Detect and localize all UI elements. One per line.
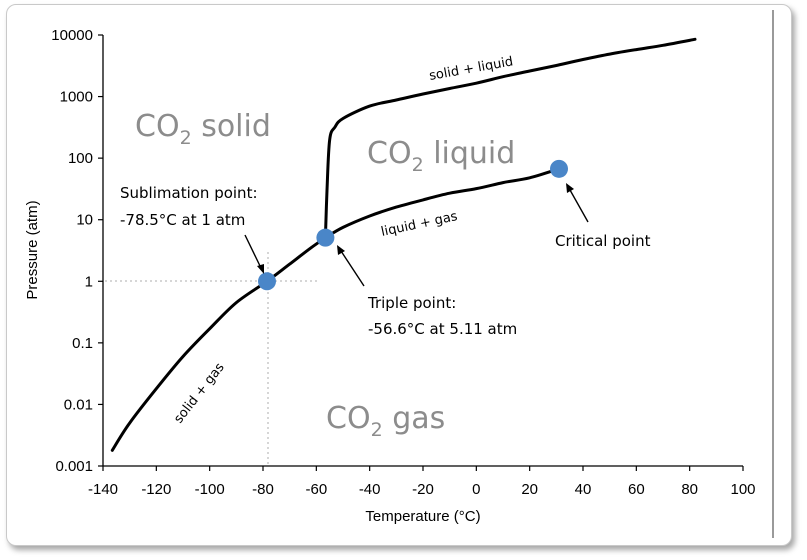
y-tick-labels: 0.001 0.01 0.1 1 10 100 1000 10000 xyxy=(51,27,103,475)
y-tick-label: 10000 xyxy=(51,27,93,44)
x-tick-label: 100 xyxy=(730,481,755,498)
x-tick-label: -140 xyxy=(88,481,118,498)
x-axis-title: Temperature (°C) xyxy=(365,508,480,525)
y-tick-label: 0.1 xyxy=(72,335,93,352)
sublimation-annotation-value: -78.5°C at 1 atm xyxy=(120,211,245,229)
x-tick-label: -40 xyxy=(359,481,381,498)
triple-annotation-title: Triple point: xyxy=(367,294,456,312)
y-axis-title: Pressure (atm) xyxy=(24,200,41,299)
x-tick-label: -20 xyxy=(412,481,434,498)
curve-label-liquid-gas: liquid + gas xyxy=(380,209,459,240)
x-tick-label: -120 xyxy=(141,481,171,498)
sublimation-annotation-title: Sublimation point: xyxy=(120,184,258,202)
curve-label-solid-gas: solid + gas xyxy=(171,360,228,426)
sublimation-point-marker xyxy=(258,272,276,291)
x-tick-label: 0 xyxy=(472,481,480,498)
y-tick-label: 10 xyxy=(76,212,93,229)
solid-gas-curve xyxy=(110,236,327,452)
x-tick-label: 20 xyxy=(521,481,538,498)
triple-annotation-value: -56.6°C at 5.11 atm xyxy=(368,320,517,338)
critical-point-marker xyxy=(550,159,568,178)
x-tick-label: 60 xyxy=(628,481,645,498)
y-tick-label: 0.01 xyxy=(64,396,93,413)
card-edge-line xyxy=(772,10,774,538)
x-tick-labels: -140 -120 -100 -80 -60 -40 -20 0 20 40 60 80 100 xyxy=(88,466,756,498)
x-tick-label: 80 xyxy=(681,481,698,498)
critical-annotation: Critical point xyxy=(555,232,651,250)
solid-liquid-curve xyxy=(323,37,697,240)
liquid-gas-curve xyxy=(323,167,561,240)
x-tick-label: -100 xyxy=(195,481,225,498)
region-label-liquid: CO2 liquid xyxy=(367,136,515,176)
critical-arrow xyxy=(566,183,589,223)
phase-boundary-curves xyxy=(110,37,697,452)
y-tick-label: 1 xyxy=(85,273,93,290)
curve-label-solid-liquid: solid + liquid xyxy=(428,54,514,84)
x-tick-label: 40 xyxy=(575,481,592,498)
y-tick-label: 100 xyxy=(68,150,93,167)
y-tick-label: 0.001 xyxy=(55,458,93,475)
triple-arrow xyxy=(337,245,365,287)
phase-points xyxy=(258,159,568,291)
x-tick-label: -80 xyxy=(252,481,274,498)
triple-point-marker xyxy=(316,228,335,247)
figure-card xyxy=(6,4,792,546)
region-label-solid: CO2 solid xyxy=(135,109,271,149)
sublimation-arrow xyxy=(244,234,264,274)
y-tick-label: 1000 xyxy=(60,89,93,106)
x-tick-label: -60 xyxy=(305,481,327,498)
region-label-gas: CO2 gas xyxy=(326,401,445,441)
